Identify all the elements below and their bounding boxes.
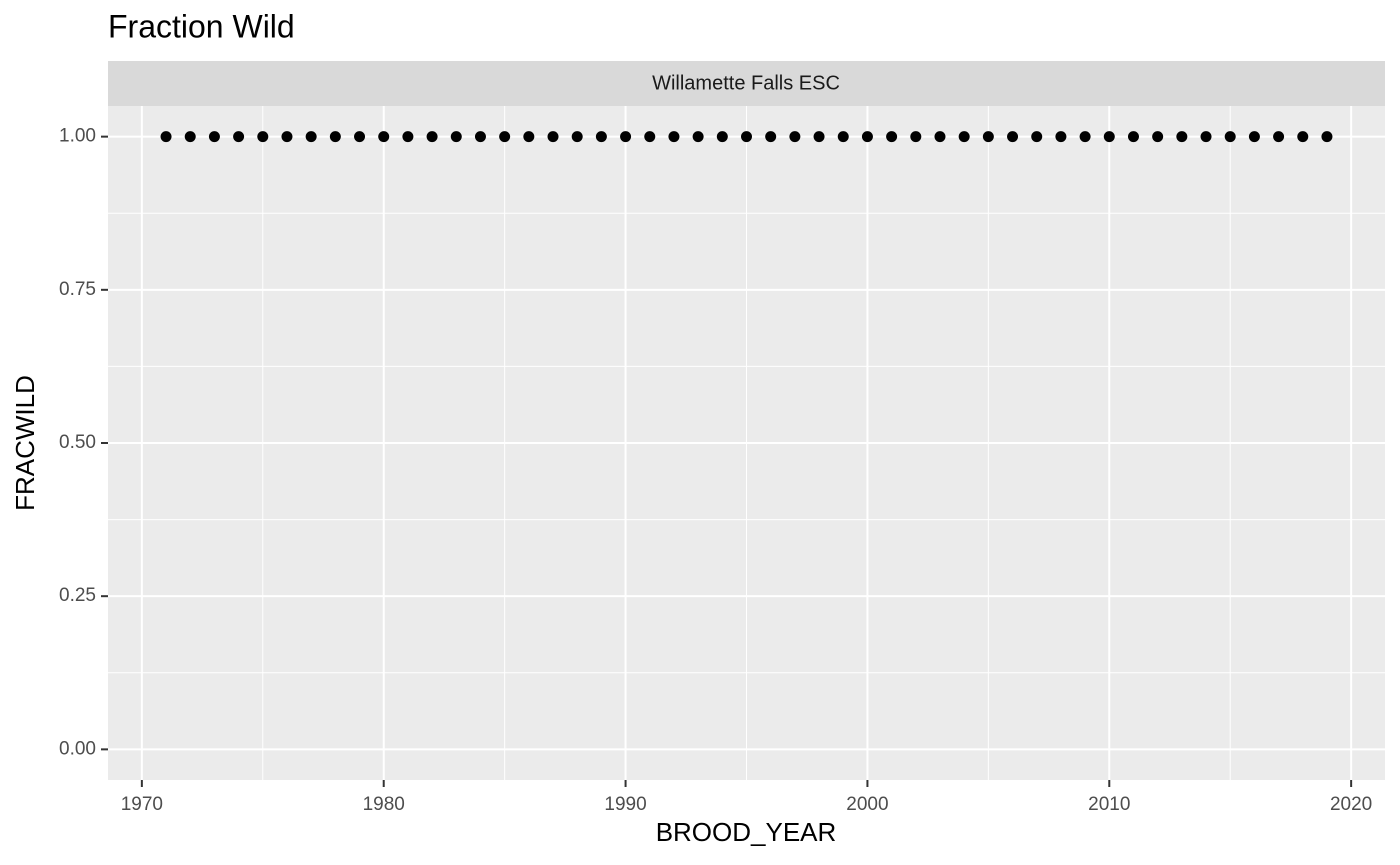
point xyxy=(474,131,486,143)
point xyxy=(329,131,341,143)
point xyxy=(1176,131,1188,143)
point xyxy=(1152,131,1164,143)
point xyxy=(789,131,801,143)
point xyxy=(1321,131,1333,143)
point xyxy=(837,131,849,143)
point xyxy=(1055,131,1067,143)
point xyxy=(402,131,414,143)
point xyxy=(378,131,390,143)
point xyxy=(644,131,656,143)
point xyxy=(450,131,462,143)
point xyxy=(1079,131,1091,143)
x-axis-title: BROOD_YEAR xyxy=(656,817,837,847)
point xyxy=(426,131,438,143)
point xyxy=(1273,131,1285,143)
point xyxy=(1007,131,1019,143)
point xyxy=(354,131,366,143)
point xyxy=(499,131,511,143)
point xyxy=(184,131,196,143)
point xyxy=(571,131,583,143)
point xyxy=(1248,131,1260,143)
facet-strip xyxy=(108,61,1385,106)
point xyxy=(668,131,680,143)
point xyxy=(208,131,220,143)
point xyxy=(1297,131,1309,143)
point xyxy=(982,131,994,143)
point xyxy=(160,131,172,143)
point xyxy=(595,131,607,143)
y-tick-label: 0.25 xyxy=(59,585,96,606)
x-tick-label: 2000 xyxy=(846,794,888,815)
x-tick-label: 1990 xyxy=(604,794,646,815)
point xyxy=(692,131,704,143)
y-tick-label: 0.75 xyxy=(59,279,96,300)
point xyxy=(547,131,559,143)
x-tick-label: 1980 xyxy=(363,794,405,815)
chart-title: Fraction Wild xyxy=(108,8,295,44)
point xyxy=(1031,131,1043,143)
x-tick-label: 2010 xyxy=(1088,794,1130,815)
y-axis-title: FRACWILD xyxy=(10,375,40,511)
point xyxy=(741,131,752,143)
point xyxy=(1127,131,1139,143)
x-tick-label: 2020 xyxy=(1330,794,1372,815)
point xyxy=(716,131,728,143)
point xyxy=(1224,131,1236,143)
point xyxy=(910,131,922,143)
facet-label: Willamette Falls ESC xyxy=(652,72,840,94)
y-tick-label: 1.00 xyxy=(59,126,96,147)
point xyxy=(1103,131,1115,143)
point xyxy=(523,131,535,143)
point xyxy=(620,131,632,143)
point xyxy=(958,131,970,143)
point xyxy=(886,131,898,143)
point xyxy=(934,131,946,143)
point xyxy=(1200,131,1212,143)
point xyxy=(765,131,777,143)
point xyxy=(813,131,825,143)
x-tick-label: 1970 xyxy=(121,794,163,815)
point xyxy=(861,131,873,143)
y-tick-label: 0.00 xyxy=(59,738,96,759)
point xyxy=(305,131,317,143)
point xyxy=(233,131,245,143)
point xyxy=(257,131,269,143)
y-tick-label: 0.50 xyxy=(59,432,96,453)
point xyxy=(281,131,293,143)
